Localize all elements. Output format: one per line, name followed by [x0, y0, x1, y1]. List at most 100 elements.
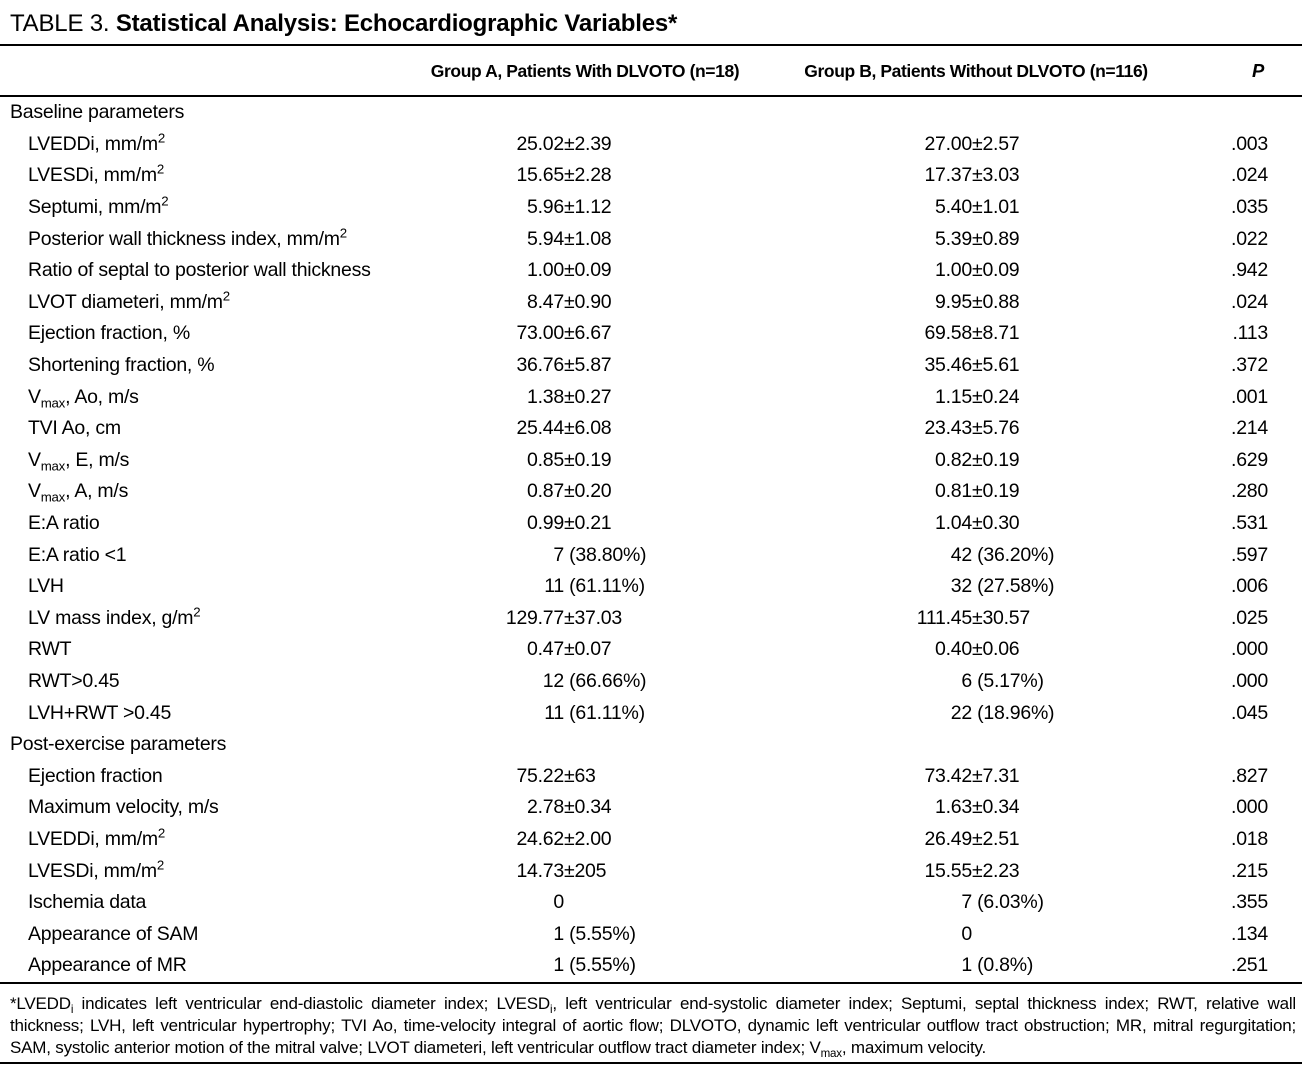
- parameter-label: TVI Ao, cm: [28, 417, 121, 440]
- parameter-label: LV mass index, g/m2: [28, 604, 201, 629]
- p-value: .025: [1231, 606, 1268, 629]
- table-row: Ratio of septal to posterior wall thickn…: [0, 255, 1302, 287]
- parameter-label: LVESDi, mm/m2: [28, 162, 164, 187]
- p-value: .045: [1231, 701, 1268, 724]
- section-header-row: Baseline parameters: [0, 97, 1302, 129]
- group-a-value: 12 (66.66%): [542, 669, 647, 692]
- group-a-value: 1 (5.55%): [553, 922, 636, 945]
- parameter-label: Posterior wall thickness index, mm/m2: [28, 225, 347, 250]
- parameter-label: LVESDi, mm/m2: [28, 857, 164, 882]
- group-b-value: 0.40 ±0.06: [935, 638, 1020, 661]
- group-a-value: 0.99 ±0.21: [527, 512, 612, 535]
- parameter-label: Appearance of SAM: [28, 922, 199, 945]
- parameter-label: Maximum velocity, m/s: [28, 796, 219, 819]
- group-b-value: 1.63 ±0.34: [935, 796, 1020, 819]
- table-row: Vmax, A, m/s 0.87 ±0.20 0.81 ±0.19 .280: [0, 476, 1302, 508]
- parameter-label: RWT: [28, 638, 72, 661]
- group-a-value: 2.78 ±0.34: [527, 796, 612, 819]
- parameter-label: Shortening fraction, %: [28, 354, 215, 377]
- parameter-label: Ischemia data: [28, 891, 147, 914]
- group-b-value: 69.58 ±8.71: [924, 322, 1020, 345]
- table-row: Ejection fraction 75.22 ±63 73.42 ±7.31 .827: [0, 760, 1302, 792]
- table-row: Vmax, Ao, m/s 1.38 ±0.27 1.15 ±0.24 .001: [0, 381, 1302, 413]
- parameter-label: E:A ratio <1: [28, 543, 127, 566]
- group-b-value: 0: [961, 922, 972, 945]
- table-row: Maximum velocity, m/s 2.78 ±0.34 1.63 ±0.34.…: [0, 792, 1302, 824]
- table-row: LVESDi, mm/m2 15.65 ±2.28 17.37 ±3.03 .024: [0, 160, 1302, 192]
- group-a-value: 73.00 ±6.67: [516, 322, 612, 345]
- p-value: .113: [1232, 322, 1268, 345]
- table-row: RWT>0.45 12 (66.66%) 6 (5.17%) .000: [0, 666, 1302, 698]
- parameter-label: Baseline parameters: [10, 101, 185, 124]
- group-a-value: 129.77 ±37.03: [505, 606, 622, 629]
- group-a-value: 5.96 ±1.12: [527, 196, 612, 219]
- group-a-value: 5.94 ±1.08: [527, 227, 612, 250]
- group-b-value: 9.95 ±0.88: [935, 290, 1020, 313]
- p-value: .024: [1231, 164, 1268, 187]
- p-value: .001: [1231, 385, 1268, 408]
- table-number: TABLE 3.: [10, 10, 110, 37]
- parameter-label: E:A ratio: [28, 512, 100, 535]
- group-a-value: 36.76 ±5.87: [516, 354, 612, 377]
- rule-top: [0, 44, 1302, 46]
- table-row: LV mass index, g/m2 129.77 ±37.03 111.45 ±30…: [0, 603, 1302, 635]
- group-a-value: 25.02 ±2.39: [516, 132, 612, 155]
- p-value: .035: [1231, 196, 1268, 219]
- group-b-value: 111.45 ±30.57: [916, 606, 1031, 629]
- p-value: .531: [1231, 512, 1268, 535]
- p-value: .018: [1231, 827, 1268, 850]
- p-value: .629: [1231, 448, 1268, 471]
- p-value: .214: [1231, 417, 1268, 440]
- group-b-value: 1 (0.8%): [961, 954, 1034, 977]
- group-b-value: 6 (5.17%): [961, 669, 1044, 692]
- table-row: Appearance of MR 1 (5.55%) 1 (0.8%) .251: [0, 950, 1302, 982]
- parameter-label: LVOT diameteri, mm/m2: [28, 288, 230, 313]
- group-b-value: 17.37 ±3.03: [924, 164, 1020, 187]
- column-header-group-a: Group A, Patients With DLVOTO (n=18): [430, 61, 740, 81]
- group-a-value: 1 (5.55%): [553, 954, 636, 977]
- group-b-value: 0.81 ±0.19: [935, 480, 1020, 503]
- table-row: Septumi, mm/m2 5.96 ±1.12 5.40 ±1.01 .035: [0, 192, 1302, 224]
- rule-header: [0, 95, 1302, 97]
- p-value: .024: [1231, 290, 1268, 313]
- table-row: Posterior wall thickness index, mm/m2 5.9…: [0, 223, 1302, 255]
- parameter-label: Septumi, mm/m2: [28, 193, 169, 219]
- group-a-value: 14.73 ±205: [516, 859, 607, 882]
- p-value: .022: [1231, 227, 1268, 250]
- group-b-value: 5.40 ±1.01: [935, 196, 1020, 219]
- p-value: .215: [1231, 859, 1268, 882]
- p-value: .597: [1231, 543, 1268, 566]
- group-a-value: 7 (38.80%): [553, 543, 647, 566]
- group-b-value: 32 (27.58%): [950, 575, 1055, 598]
- group-a-value: 0: [553, 891, 564, 914]
- table-header-row: Group A, Patients With DLVOTO (n=18) Gro…: [0, 46, 1302, 95]
- p-value: .355: [1231, 891, 1268, 914]
- parameter-label: Vmax, E, m/s: [28, 448, 130, 474]
- table-title-text: Statistical Analysis: Echocardiographic …: [115, 10, 678, 37]
- p-value: .000: [1231, 796, 1268, 819]
- group-a-value: 0.87 ±0.20: [527, 480, 612, 503]
- group-b-value: 42 (36.20%): [950, 543, 1055, 566]
- group-b-value: 15.55 ±2.23: [924, 859, 1020, 882]
- group-b-value: 22 (18.96%): [950, 701, 1055, 724]
- table-footnote: *LVEDDi indicates left ventricular end-d…: [10, 993, 1296, 1061]
- table-row: RWT 0.47 ±0.07 0.40 ±0.06 .000: [0, 634, 1302, 666]
- table-row: LVEDDi, mm/m2 25.02 ±2.39 27.00 ±2.57 .003: [0, 129, 1302, 161]
- table-row: LVOT diameteri, mm/m2 8.47 ±0.90 9.95 ±0.88.…: [0, 287, 1302, 319]
- group-b-value: 1.00 ±0.09: [935, 259, 1020, 282]
- p-value: .134: [1231, 922, 1268, 945]
- parameter-label: LVEDDi, mm/m2: [28, 825, 166, 850]
- table-row: LVESDi, mm/m2 14.73 ±205 15.55 ±2.23 .215: [0, 855, 1302, 887]
- group-a-value: 24.62 ±2.00: [516, 827, 612, 850]
- group-b-value: 35.46 ±5.61: [924, 354, 1020, 377]
- parameter-label: Ejection fraction, %: [28, 322, 190, 345]
- p-value: .280: [1231, 480, 1268, 503]
- parameter-label: LVH+RWT >0.45: [28, 701, 172, 724]
- table-row: TVI Ao, cm 25.44 ±6.08 23.43 ±5.76 .214: [0, 413, 1302, 445]
- parameter-label: Ejection fraction: [28, 764, 163, 787]
- group-a-value: 8.47 ±0.90: [527, 290, 612, 313]
- parameter-label: LVH: [28, 575, 64, 598]
- p-value: .000: [1231, 669, 1268, 692]
- parameter-label: Post-exercise parameters: [10, 733, 227, 756]
